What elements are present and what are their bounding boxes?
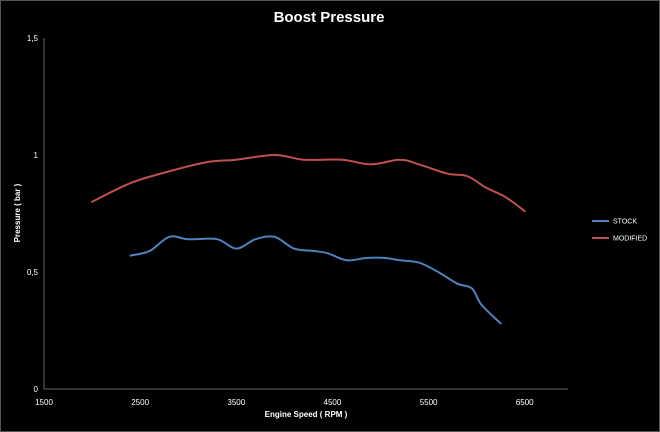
legend-label-modified: MODIFIED: [613, 236, 647, 243]
x-tick-labels: 1500 2500 3500 4500 5500 6500: [35, 398, 534, 407]
legend-label-stock: STOCK: [613, 219, 637, 226]
series-line-modified: [91, 154, 526, 213]
x-tick-label: 3500: [227, 398, 245, 407]
x-tick-label: 5500: [420, 398, 438, 407]
x-tick-label: 6500: [516, 398, 534, 407]
y-tick-label: 0,5: [27, 268, 39, 277]
y-tick-labels: 0 0,5 1 1,5: [27, 34, 39, 394]
x-tick-label: 1500: [35, 398, 53, 407]
y-tick-label: 1,5: [27, 34, 39, 43]
y-tick-label: 1: [34, 151, 39, 160]
chart-title: Boost Pressure: [274, 9, 385, 26]
y-tick-label: 0: [34, 385, 39, 394]
x-tick-label: 2500: [131, 398, 149, 407]
x-axis-title: Engine Speed ( RPM ): [265, 410, 348, 419]
legend: STOCK MODIFIED: [592, 219, 647, 243]
x-tick-label: 4500: [324, 398, 342, 407]
series-lines: [91, 154, 526, 325]
y-axis-title: Pressure ( bar ): [13, 183, 22, 242]
series-line-stock: [129, 235, 502, 325]
